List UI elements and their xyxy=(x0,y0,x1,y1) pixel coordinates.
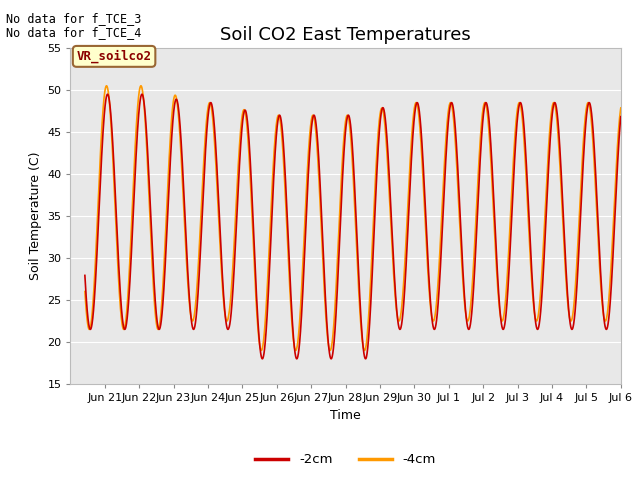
-4cm xyxy=(497,317,505,323)
-2cm xyxy=(422,226,430,232)
-4cm xyxy=(490,203,497,208)
Legend: -2cm, -4cm: -2cm, -4cm xyxy=(250,448,441,471)
-4cm xyxy=(161,239,169,245)
-4cm xyxy=(433,289,441,295)
-2cm xyxy=(497,321,505,326)
-2cm xyxy=(433,309,441,315)
X-axis label: Time: Time xyxy=(330,408,361,421)
-2cm xyxy=(617,114,625,120)
Line: -2cm: -2cm xyxy=(85,94,621,359)
Title: Soil CO2 East Temperatures: Soil CO2 East Temperatures xyxy=(220,25,471,44)
Y-axis label: Soil Temperature (C): Soil Temperature (C) xyxy=(29,152,42,280)
Line: -4cm: -4cm xyxy=(85,86,621,350)
Text: No data for f_TCE_3: No data for f_TCE_3 xyxy=(6,12,142,24)
-2cm xyxy=(490,185,497,191)
-2cm xyxy=(161,263,169,269)
Text: VR_soilco2: VR_soilco2 xyxy=(77,49,152,63)
Text: No data for f_TCE_4: No data for f_TCE_4 xyxy=(6,26,142,39)
-2cm xyxy=(474,217,481,223)
-4cm xyxy=(474,192,481,198)
-4cm xyxy=(617,105,625,111)
-4cm xyxy=(422,242,430,248)
